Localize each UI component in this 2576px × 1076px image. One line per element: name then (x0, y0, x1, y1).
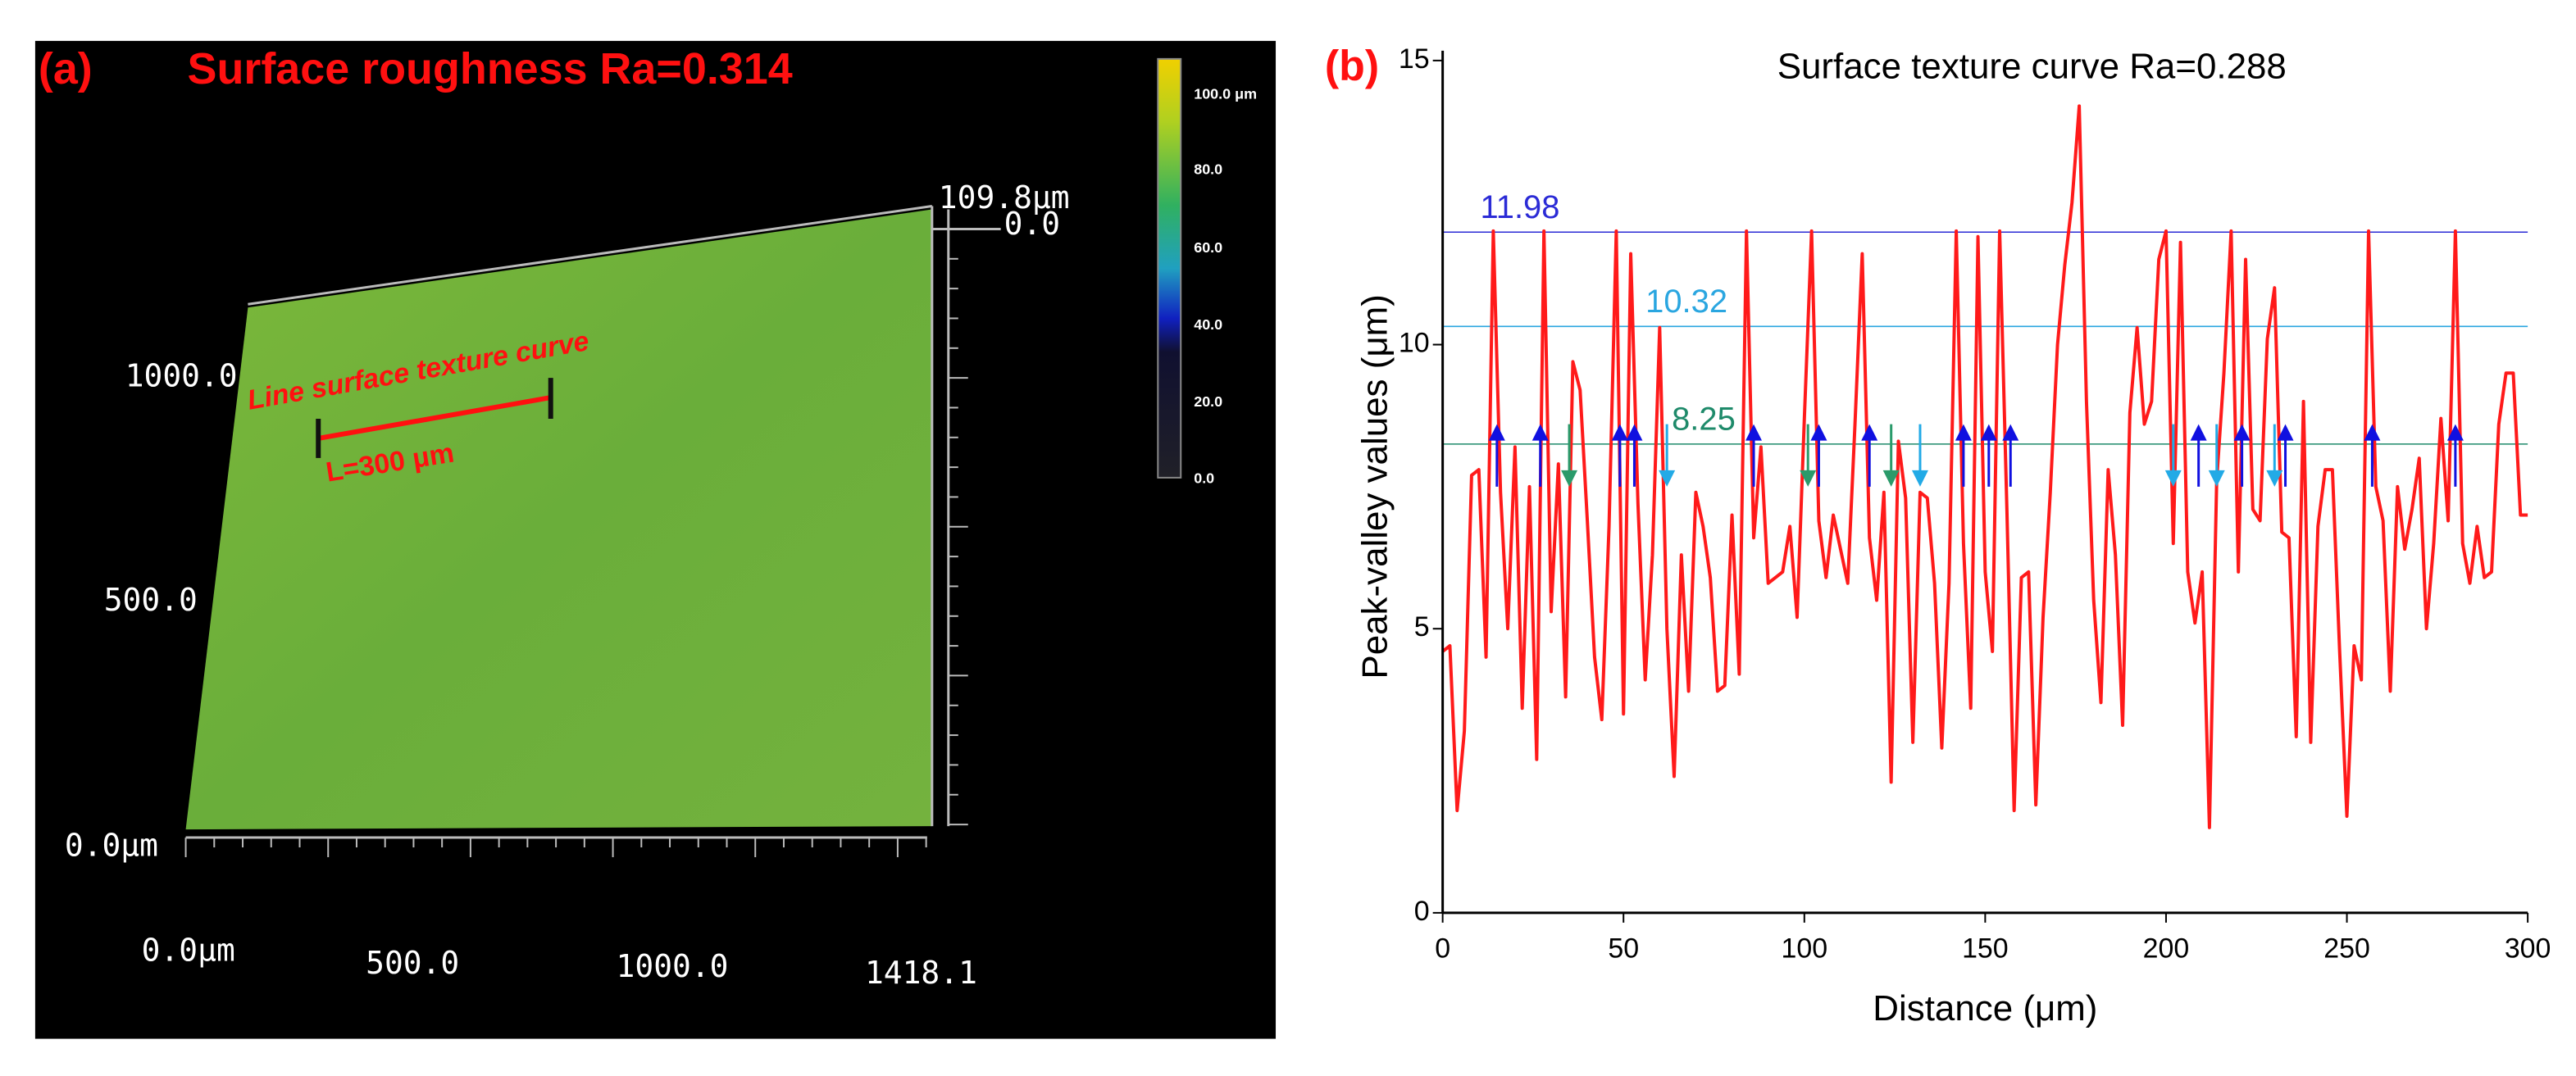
chart: (b) Surface texture curve Ra=0.288 Distanc… (1325, 42, 2551, 1029)
valley-arrow (1800, 424, 1817, 487)
y-tick-label: 15 (1399, 43, 1430, 75)
valley-arrow (2266, 424, 2283, 487)
arrow-head (2277, 424, 2294, 441)
x-tick-label: 100 (1781, 933, 1827, 965)
arrow-head (2208, 470, 2225, 487)
arrow-head (1659, 470, 1676, 487)
arrow-head (2266, 470, 2283, 487)
peak-arrow (1861, 424, 1878, 487)
arrow-head (1611, 424, 1628, 441)
peak-arrow (2233, 424, 2251, 487)
x-tick-label: 200 (2143, 933, 2190, 965)
arrow-head (2446, 424, 2464, 441)
valley-arrow (2208, 424, 2225, 487)
peak-arrow (1488, 424, 1505, 487)
y-label: 0.0μm (65, 828, 158, 864)
valley-arrow (1882, 424, 1900, 487)
peak-arrow (1955, 424, 1972, 487)
peak-arrow (1531, 424, 1549, 487)
z-max-label: 109.8μm (939, 179, 1070, 216)
colorbar-label: 80.0 (1194, 161, 1222, 177)
peak-arrow (2277, 424, 2294, 487)
frame-ticks (184, 228, 968, 858)
arrow-head (1626, 424, 1643, 441)
reference-label: 11.98 (1481, 189, 1560, 225)
arrow-head (1882, 470, 1900, 487)
y-axis-label: Peak-valley values (μm) (1354, 294, 1395, 679)
colorbar-label: 20.0 (1194, 393, 1222, 410)
y-label: 1000.0 (125, 358, 238, 394)
x-tick-label: 250 (2323, 933, 2370, 965)
arrow-head (2002, 424, 2019, 441)
peak-arrow (1980, 424, 1997, 487)
arrow-head (1745, 424, 1763, 441)
y-tick-label: 5 (1414, 611, 1430, 642)
peak-arrow (1626, 424, 1643, 487)
x-tick-label: 50 (1608, 933, 1639, 965)
arrow-head (1561, 470, 1578, 487)
arrow-head (1800, 470, 1817, 487)
x-label: 500.0 (366, 945, 459, 981)
data-line (1441, 104, 2528, 829)
x-label: 1000.0 (617, 948, 729, 984)
peak-arrow (1745, 424, 1763, 487)
peak-arrow (2446, 424, 2464, 487)
peak-arrow (2364, 424, 2381, 487)
x-tick-label: 150 (1962, 933, 2009, 965)
arrow-head (2164, 470, 2182, 487)
arrow-head (1980, 424, 1997, 441)
valley-arrow (2164, 424, 2182, 487)
colorbar (1157, 57, 1182, 479)
measure-line (317, 395, 552, 441)
x-label: 1418.1 (865, 955, 977, 991)
y-tick-label: 0 (1414, 896, 1430, 927)
peak-arrow (2190, 424, 2207, 487)
arrow-head (1488, 424, 1505, 441)
colorbar-label: 40.0 (1194, 316, 1222, 333)
y-tick-label: 10 (1399, 328, 1430, 359)
colorbar-label: 60.0 (1194, 239, 1222, 256)
image-panel: 100.0 μm 80.0 60.0 40.0 20.0 0.0 (a) Sur… (34, 40, 1277, 1039)
peak-arrow (1810, 424, 1827, 487)
x-tick-label: 300 (2505, 933, 2551, 965)
valley-arrow (1659, 424, 1676, 487)
image-title: Surface roughness Ra=0.314 (188, 44, 793, 93)
x-label: 0.0μm (142, 932, 235, 968)
surface (185, 209, 932, 830)
arrow-head (1810, 424, 1827, 441)
arrow-head (2233, 424, 2251, 441)
arrow-head (1531, 424, 1549, 441)
reference-label: 10.32 (1645, 284, 1727, 320)
arrow-head (1861, 424, 1878, 441)
z-min-label: 0.0 (1004, 206, 1060, 242)
arrow-head (2190, 424, 2207, 441)
x-axis-label: Distance (μm) (1873, 988, 2097, 1028)
y-label: 500.0 (104, 582, 198, 618)
arrow-head (1911, 470, 1928, 487)
valley-arrow (1911, 424, 1928, 487)
panel-label: (a) (39, 44, 93, 93)
valley-arrow (1561, 424, 1578, 487)
panel-label: (b) (1325, 42, 1379, 89)
colorbar-label: 100.0 μm (1194, 86, 1257, 102)
colorbar-label: 0.0 (1194, 470, 1214, 487)
peak-arrow (2002, 424, 2019, 487)
chart-title: Surface texture curve Ra=0.288 (1777, 46, 2287, 86)
x-tick-label: 0 (1435, 933, 1450, 965)
reference-label: 8.25 (1672, 401, 1736, 437)
peak-arrow (1611, 424, 1628, 487)
arrow-head (1955, 424, 1972, 441)
arrow-head (2364, 424, 2381, 441)
